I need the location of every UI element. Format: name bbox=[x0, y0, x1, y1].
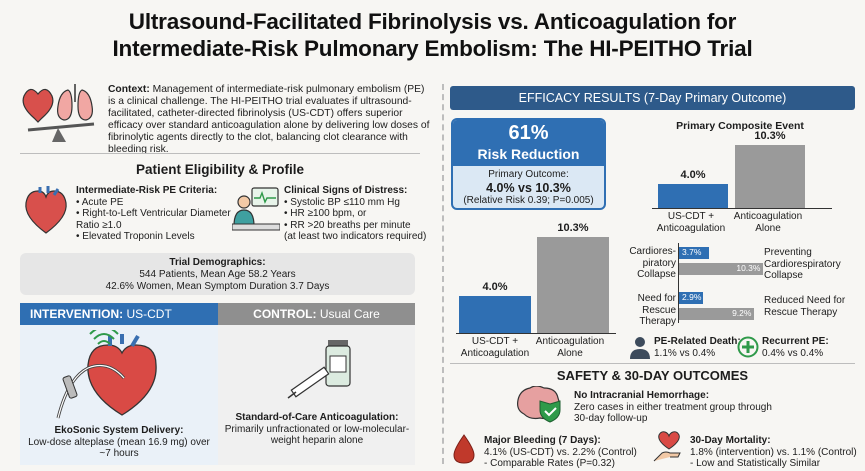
demographics-line: 42.6% Women, Mean Symptom Duration 3.7 D… bbox=[105, 281, 330, 292]
hbar-axis bbox=[678, 243, 679, 323]
composite-chart-title: Primary Composite Event bbox=[676, 120, 804, 132]
catheter-heart-icon bbox=[56, 330, 157, 419]
recurrent-pe-block: Recurrent PE: 0.4% vs 0.4% bbox=[762, 336, 860, 359]
risk-reduction-percent: 61% bbox=[508, 122, 549, 144]
bleeding-line: - Comparable Rates (P=0.32) bbox=[484, 458, 615, 469]
column-divider bbox=[442, 84, 444, 464]
chart1-label-a: 4.0% bbox=[680, 168, 706, 181]
chart1-cat-a: US-CDT + Anticoagulation bbox=[656, 211, 726, 234]
bleeding-title: Major Bleeding (7 Days): bbox=[484, 435, 601, 446]
sign-item: Systolic BP ≤110 mm Hg bbox=[284, 197, 434, 209]
care-text: Primarily unfractionated or low-molecula… bbox=[224, 423, 410, 447]
heart-lungs-icon bbox=[22, 84, 95, 142]
mortality-block: 30-Day Mortality: 1.8% (intervention) vs… bbox=[690, 435, 862, 470]
recurrent-pe-values: 0.4% vs 0.4% bbox=[762, 347, 824, 359]
heart-icon bbox=[25, 186, 67, 234]
ich-block: No Intracranial Hemorrhage: Zero cases i… bbox=[574, 390, 784, 425]
sign-item: RR >20 breaths per minute bbox=[284, 220, 434, 232]
mortality-line: 1.8% (intervention) vs. 1.1% (Control) bbox=[690, 446, 857, 458]
sign-item: HR ≥100 bpm, or bbox=[284, 208, 434, 220]
eligibility-title: Patient Eligibility & Profile bbox=[135, 162, 305, 177]
recurrent-pe-title: Recurrent PE: bbox=[762, 336, 829, 347]
mortality-line: - Low and Statistically Similar bbox=[690, 458, 821, 469]
chart2-label-a: 4.0% bbox=[482, 280, 508, 293]
bleeding-block: Major Bleeding (7 Days): 4.1% (US-CDT) v… bbox=[484, 435, 654, 470]
primary-outcome-label: Primary Outcome: bbox=[488, 169, 569, 180]
hbar-cat-rescue: Need for Rescue Therapy bbox=[637, 293, 676, 327]
care-title: Standard-of-Care Anticoagulation: bbox=[235, 412, 399, 423]
signs-block: Clinical Signs of Distress: Systolic BP … bbox=[284, 185, 434, 243]
hbar-cat-collapse: Cardiores-piratory Collapse bbox=[629, 246, 676, 280]
control-header: CONTROL: Usual Care bbox=[218, 303, 415, 325]
efficacy-header: EFFICACY RESULTS (7-Day Primary Outcome) bbox=[450, 86, 855, 110]
chart2-axis bbox=[456, 333, 616, 334]
control-panel bbox=[218, 325, 415, 465]
page-title: Ultrasound-Facilitated Fibrinolysis vs. … bbox=[112, 9, 753, 61]
delivery-block: EkoSonic System Delivery: Low-dose altep… bbox=[28, 425, 210, 460]
heparin-syringe-icon bbox=[287, 340, 351, 399]
hbar-note-collapse: Preventing Cardiorespiratory Collapse bbox=[764, 247, 841, 281]
relative-risk: (Relative Risk 0.39; P=0.005) bbox=[463, 195, 594, 206]
pe-death-block: PE-Related Death: 1.1% vs 0.4% bbox=[654, 336, 754, 359]
criteria-item: Right-to-Left Ventricular Diameter Ratio… bbox=[76, 208, 231, 231]
chart2-bar-b bbox=[537, 237, 609, 333]
pe-death-title: PE-Related Death: bbox=[654, 336, 741, 347]
demographics-line: 544 Patients, Mean Age 58.2 Years bbox=[139, 269, 296, 280]
demographics-box: Trial Demographics: 544 Patients, Mean A… bbox=[20, 253, 415, 295]
mortality-title: 30-Day Mortality: bbox=[690, 435, 771, 446]
patient-icon bbox=[630, 337, 650, 359]
hbar-note-rescue: Reduced Need for Rescue Therapy bbox=[764, 295, 846, 318]
plus-circle-icon bbox=[737, 336, 759, 358]
chart2-label-b: 10.3% bbox=[557, 222, 589, 235]
chart1-bar-a bbox=[658, 183, 728, 208]
hbar-collapse-a: 3.7% bbox=[679, 247, 710, 259]
chart2-bar-a bbox=[459, 295, 531, 333]
chart1-axis bbox=[652, 208, 832, 209]
context-text: Context: Management of intermediate-risk… bbox=[108, 84, 430, 155]
hbar-rescue-b: 9.2% bbox=[679, 308, 755, 320]
hbar-collapse-b: 10.3% bbox=[679, 263, 764, 275]
bleeding-line: 4.1% (US-CDT) vs. 2.2% (Control) bbox=[484, 446, 637, 458]
blood-drop-icon bbox=[453, 434, 475, 464]
risk-reduction-box: 61% Risk Reduction Primary Outcome: 4.0%… bbox=[451, 118, 606, 210]
chart1-cat-b: Anticoagulation Alone bbox=[733, 211, 803, 234]
risk-reduction-label: Risk Reduction bbox=[477, 146, 580, 162]
ich-title: No Intracranial Hemorrhage: bbox=[574, 390, 710, 401]
divider bbox=[20, 153, 420, 154]
hbar-rescue-a: 2.9% bbox=[679, 292, 703, 304]
safety-title: SAFETY & 30-DAY OUTCOMES bbox=[556, 368, 749, 383]
primary-outcome-values: 4.0% vs 10.3% bbox=[486, 181, 571, 195]
care-block: Standard-of-Care Anticoagulation: Primar… bbox=[224, 412, 410, 447]
hand-heart-icon bbox=[653, 431, 681, 462]
signs-title: Clinical Signs of Distress: bbox=[284, 185, 408, 196]
criteria-item: Acute PE bbox=[76, 197, 231, 209]
delivery-text: Low-dose alteplase (mean 16.9 mg) over ~… bbox=[28, 436, 210, 460]
criteria-title: Intermediate-Risk PE Criteria: bbox=[76, 185, 218, 196]
patient-monitor-icon bbox=[232, 187, 280, 231]
chart1-bar-b bbox=[735, 145, 805, 208]
criteria-block: Intermediate-Risk PE Criteria: Acute PE … bbox=[76, 185, 231, 243]
criteria-item: Elevated Troponin Levels bbox=[76, 231, 231, 243]
chart2-cat-b: Anticoagulation Alone bbox=[535, 336, 605, 359]
chart1-label-b: 10.3% bbox=[754, 130, 786, 143]
ich-text: Zero cases in either treatment group thr… bbox=[574, 401, 772, 425]
brain-shield-icon bbox=[517, 386, 561, 423]
intervention-header: INTERVENTION: US-CDT Protocol bbox=[20, 303, 218, 343]
signs-note: (at least two indicators required) bbox=[284, 231, 427, 242]
demographics-title: Trial Demographics: bbox=[169, 257, 266, 268]
delivery-title: EkoSonic System Delivery: bbox=[54, 425, 184, 436]
chart2-cat-a: US-CDT + Anticoagulation bbox=[460, 336, 530, 359]
pe-death-values: 1.1% vs 0.4% bbox=[654, 347, 716, 359]
divider bbox=[450, 363, 855, 364]
